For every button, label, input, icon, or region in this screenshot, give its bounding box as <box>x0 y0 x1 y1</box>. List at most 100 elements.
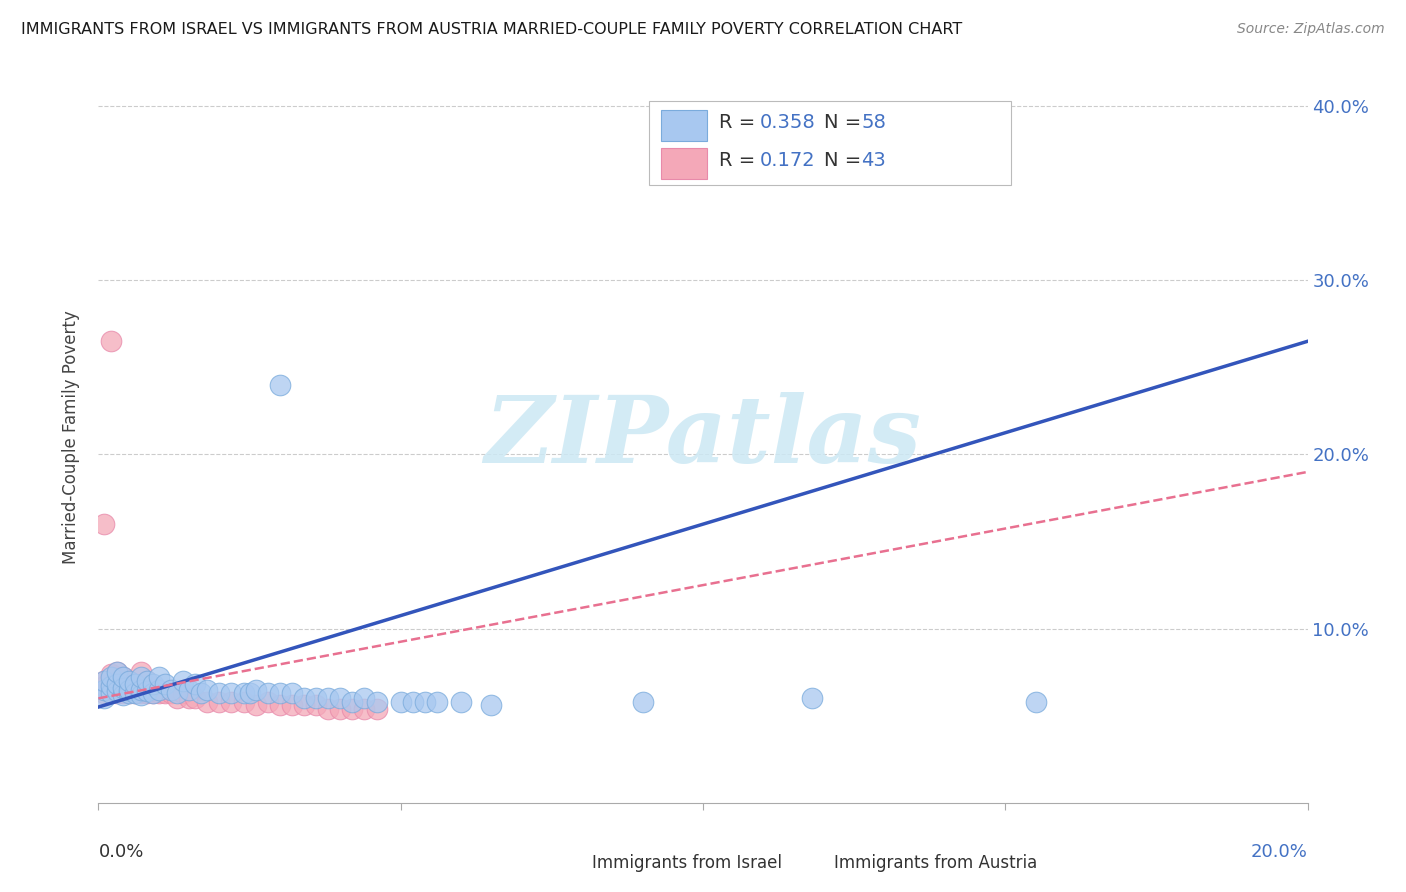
Point <box>105 665 128 680</box>
Text: Source: ZipAtlas.com: Source: ZipAtlas.com <box>1237 22 1385 37</box>
Point <box>124 677 146 691</box>
Point <box>166 686 188 700</box>
Point <box>179 682 201 697</box>
Point <box>148 682 170 697</box>
Point <box>135 673 157 688</box>
Point <box>105 677 128 691</box>
Point <box>1024 695 1046 709</box>
Point <box>256 695 278 709</box>
Text: 0.0%: 0.0% <box>98 843 143 861</box>
Point <box>269 686 291 700</box>
Text: 20.0%: 20.0% <box>1251 843 1308 861</box>
Point <box>129 686 152 700</box>
Point <box>105 665 128 680</box>
Point <box>195 682 218 697</box>
Point <box>100 670 122 684</box>
Point <box>281 698 304 713</box>
FancyBboxPatch shape <box>787 852 824 874</box>
Point <box>221 686 243 700</box>
Point <box>100 679 122 693</box>
Point <box>232 695 254 709</box>
Point <box>316 691 339 706</box>
Point <box>111 686 134 700</box>
Point <box>208 695 231 709</box>
Point <box>305 698 328 713</box>
Point <box>93 682 115 697</box>
Point <box>118 686 141 700</box>
Point <box>118 682 141 697</box>
Point <box>160 686 183 700</box>
Point <box>111 670 134 684</box>
Point <box>179 691 201 706</box>
Point <box>239 686 262 700</box>
Point <box>135 684 157 698</box>
FancyBboxPatch shape <box>661 148 707 179</box>
Point <box>342 702 364 716</box>
Text: N =: N = <box>824 151 868 170</box>
Point <box>93 673 115 688</box>
Point <box>93 691 115 706</box>
Point <box>281 686 304 700</box>
Point <box>153 677 176 691</box>
FancyBboxPatch shape <box>661 111 707 141</box>
Point <box>329 691 352 706</box>
Text: R =: R = <box>718 151 768 170</box>
Point <box>111 688 134 702</box>
Point <box>160 682 183 697</box>
Text: 43: 43 <box>862 151 886 170</box>
Text: N =: N = <box>824 113 868 132</box>
Point <box>316 702 339 716</box>
Point <box>124 677 146 691</box>
Point <box>366 702 388 716</box>
Text: ZIPatlas: ZIPatlas <box>485 392 921 482</box>
Point <box>166 691 188 706</box>
Point <box>148 686 170 700</box>
Point <box>184 691 207 706</box>
Point <box>329 702 352 716</box>
Point <box>245 698 267 713</box>
Point <box>292 698 315 713</box>
Point <box>353 691 375 706</box>
Point <box>342 695 364 709</box>
Point <box>389 695 412 709</box>
FancyBboxPatch shape <box>648 101 1011 185</box>
Point <box>135 673 157 688</box>
Point <box>232 686 254 700</box>
Point <box>93 517 115 532</box>
Point <box>129 682 152 697</box>
Point <box>118 686 141 700</box>
Point <box>481 698 503 713</box>
Text: 58: 58 <box>862 113 886 132</box>
Point <box>129 670 152 684</box>
Point <box>118 673 141 688</box>
Point <box>111 670 134 684</box>
Point <box>184 677 207 691</box>
Point <box>111 681 134 695</box>
Point <box>221 695 243 709</box>
Point <box>413 695 436 709</box>
Point <box>353 702 375 716</box>
Point <box>93 679 115 693</box>
Point <box>269 377 291 392</box>
Point <box>631 695 654 709</box>
Point <box>100 686 122 700</box>
Point <box>245 682 267 697</box>
Point <box>172 686 194 700</box>
Point <box>800 691 823 706</box>
Text: R =: R = <box>718 113 761 132</box>
Point <box>105 686 128 700</box>
Point <box>93 673 115 688</box>
Point <box>292 691 315 706</box>
Point <box>100 677 122 691</box>
Point <box>100 334 122 349</box>
Point <box>366 695 388 709</box>
Point <box>118 673 141 688</box>
Point <box>269 698 291 713</box>
Point <box>142 677 165 691</box>
Point <box>124 686 146 700</box>
Text: 0.358: 0.358 <box>759 113 815 132</box>
Point <box>100 667 122 681</box>
Point <box>105 684 128 698</box>
Text: Immigrants from Austria: Immigrants from Austria <box>834 854 1036 871</box>
Point <box>142 686 165 700</box>
